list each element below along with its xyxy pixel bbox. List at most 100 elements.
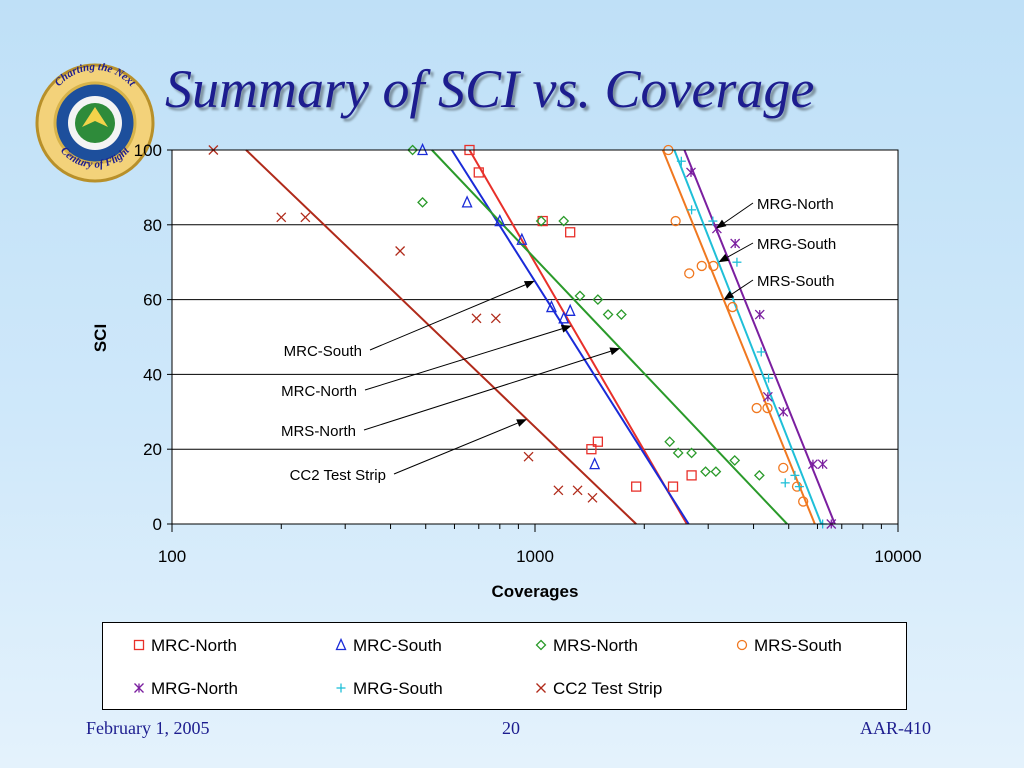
y-tick-label: 100 bbox=[134, 141, 162, 160]
data-point-mrc-south bbox=[558, 311, 570, 324]
data-point-cc2-test-strip bbox=[523, 451, 534, 462]
data-point-mrg-south bbox=[794, 482, 804, 492]
legend-label-mrs-south: MRS-South bbox=[754, 636, 842, 655]
data-point-mrs-south bbox=[762, 402, 773, 414]
data-point-mrs-north bbox=[558, 215, 570, 227]
data-point-mrc-north bbox=[565, 227, 576, 238]
legend-label-mrs-north: MRS-North bbox=[553, 636, 638, 655]
x-axis-label: Coverages bbox=[492, 582, 579, 601]
footer-date: February 1, 2005 bbox=[86, 718, 210, 738]
data-point-mrs-south bbox=[778, 462, 789, 474]
data-point-mrc-north bbox=[592, 436, 604, 447]
data-point-mrs-north bbox=[710, 466, 722, 478]
annotation-arrow-mrc-north bbox=[364, 328, 563, 391]
fit-line-mrs-south bbox=[661, 149, 816, 525]
data-point-mrc-south bbox=[589, 457, 601, 470]
data-point-mrs-south bbox=[696, 260, 707, 272]
legend-label-mrc-north: MRC-North bbox=[151, 636, 237, 655]
data-point-mrs-north bbox=[592, 294, 604, 306]
data-point-mrg-south bbox=[790, 470, 800, 480]
data-point-mrg-south bbox=[687, 205, 697, 215]
annotation-arrowhead-mrs-south bbox=[723, 290, 735, 300]
data-point-mrc-north bbox=[686, 470, 697, 481]
annotation-label-mrg-north: MRG-North bbox=[757, 196, 834, 213]
data-point-cc2-test-strip bbox=[490, 313, 501, 324]
data-point-mrs-north bbox=[700, 466, 711, 478]
slide-title: Summary of SCI vs. Coverage bbox=[165, 59, 815, 119]
y-tick-label: 60 bbox=[143, 291, 162, 310]
legend-marker-mrc-south bbox=[335, 637, 347, 651]
fit-line-cc2-test-strip bbox=[245, 149, 637, 525]
data-point-mrs-north bbox=[729, 455, 741, 466]
data-point-mrc-north bbox=[667, 481, 679, 492]
data-point-cc2-test-strip bbox=[587, 492, 598, 503]
data-point-mrs-north bbox=[535, 215, 547, 227]
data-point-mrg-south bbox=[708, 216, 718, 226]
data-point-mrg-north bbox=[686, 167, 696, 178]
data-point-cc2-test-strip bbox=[553, 485, 564, 496]
x-tick-label: 10000 bbox=[874, 547, 921, 566]
legend-label-cc2-test-strip: CC2 Test Strip bbox=[553, 679, 662, 698]
legend-marker-mrg-north bbox=[134, 683, 144, 693]
data-point-mrg-south bbox=[732, 257, 742, 267]
data-point-mrg-south bbox=[756, 347, 766, 357]
legend-marker-mrs-south bbox=[736, 639, 748, 651]
data-point-mrc-south bbox=[545, 299, 557, 313]
data-point-mrs-south bbox=[798, 496, 809, 507]
data-point-mrg-north bbox=[778, 406, 789, 417]
data-point-mrs-south bbox=[727, 301, 738, 313]
data-point-mrs-north bbox=[672, 447, 684, 459]
data-point-mrs-north bbox=[574, 290, 586, 302]
data-point-mrc-south bbox=[564, 303, 576, 316]
data-point-mrc-north bbox=[586, 444, 597, 455]
footer-page-number: 20 bbox=[502, 718, 520, 738]
x-tick-label: 1000 bbox=[516, 547, 554, 566]
annotation-arrow-mrg-north bbox=[723, 202, 754, 224]
annotation-label-mrg-south: MRG-South bbox=[757, 236, 836, 253]
annotation-label-mrs-north: MRS-North bbox=[281, 423, 356, 440]
annotation-arrowhead-mrs-north bbox=[609, 347, 621, 356]
fit-line-mrc-north bbox=[468, 149, 688, 525]
annotation-label-mrc-south: MRC-South bbox=[284, 343, 362, 360]
y-tick-label: 20 bbox=[143, 440, 162, 459]
annotation-label-cc2-test-strip: CC2 Test Strip bbox=[290, 467, 386, 484]
annotation-label-mrs-south: MRS-South bbox=[757, 273, 835, 290]
faa-seal-logo: Charting the Next Century of Flight bbox=[35, 61, 155, 183]
y-tick-label: 0 bbox=[153, 515, 162, 534]
data-point-mrs-north bbox=[664, 436, 676, 448]
data-point-mrc-south bbox=[461, 195, 473, 208]
annotation-label-mrc-north: MRC-North bbox=[281, 383, 357, 400]
annotation-arrow-mrc-south bbox=[369, 284, 526, 351]
data-point-mrc-north bbox=[631, 481, 642, 492]
data-point-mrs-north bbox=[417, 196, 428, 208]
data-point-cc2-test-strip bbox=[572, 485, 583, 496]
fit-line-mrs-north bbox=[431, 149, 788, 525]
data-point-cc2-test-strip bbox=[300, 212, 311, 223]
annotation-arrowhead-cc2-test-strip bbox=[516, 419, 527, 427]
data-point-mrg-south bbox=[764, 373, 774, 383]
data-point-mrc-south bbox=[516, 232, 528, 245]
data-point-cc2-test-strip bbox=[395, 246, 406, 256]
annotation-arrowhead-mrc-south bbox=[523, 280, 535, 289]
y-axis-label: SCI bbox=[91, 324, 110, 352]
y-tick-label: 80 bbox=[143, 216, 162, 235]
fit-line-mrg-south bbox=[673, 149, 823, 525]
legend-marker-mrg-south bbox=[336, 683, 346, 693]
legend-label-mrg-south: MRG-South bbox=[353, 679, 443, 698]
annotation-arrow-mrs-south bbox=[731, 279, 754, 295]
data-point-mrg-north bbox=[807, 459, 818, 470]
data-point-cc2-test-strip bbox=[276, 212, 287, 223]
data-point-mrg-north bbox=[762, 391, 773, 402]
data-point-mrs-south bbox=[684, 268, 695, 279]
data-point-mrs-north bbox=[615, 309, 627, 320]
data-point-mrs-south bbox=[670, 215, 681, 227]
annotation-arrowhead-mrg-south bbox=[718, 253, 730, 263]
chart-legend: MRC-North MRC-South MRS-North MRS-South MRG-… bbox=[102, 622, 907, 710]
data-point-mrg-north bbox=[730, 238, 741, 249]
data-point-mrc-north bbox=[537, 215, 548, 227]
data-point-mrs-south bbox=[751, 402, 762, 414]
y-tick-label: 40 bbox=[143, 365, 162, 384]
data-point-mrs-south bbox=[708, 260, 719, 272]
annotation-arrow-cc2-test-strip bbox=[393, 422, 518, 475]
data-point-mrs-north bbox=[602, 309, 614, 320]
